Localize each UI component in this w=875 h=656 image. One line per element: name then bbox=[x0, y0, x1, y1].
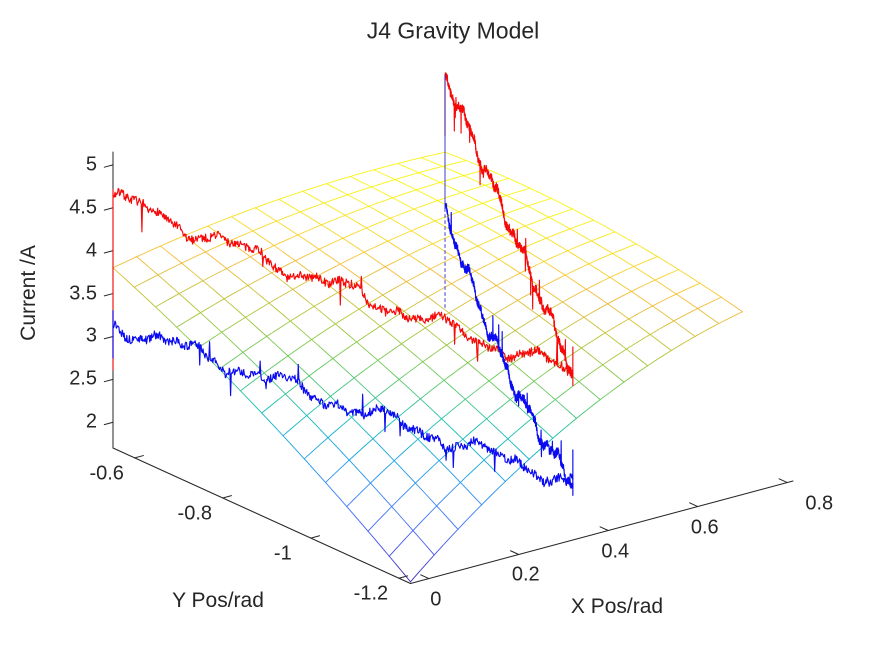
y-tick-label: -1 bbox=[273, 542, 292, 565]
y-axis-label: Y Pos/rad bbox=[172, 589, 264, 612]
z-tick-label: 3 bbox=[85, 324, 97, 347]
x-tick-label: 0.6 bbox=[690, 516, 719, 539]
z-axis-label: Current /A bbox=[17, 245, 40, 341]
y-tick-label: -0.6 bbox=[89, 462, 124, 485]
x-axis-label: X Pos/rad bbox=[570, 595, 664, 618]
chart-title: J4 Gravity Model bbox=[366, 17, 540, 44]
z-tick-label: 2.5 bbox=[69, 367, 97, 390]
x-tick-label: 0.8 bbox=[805, 492, 834, 515]
x-tick-label: 0 bbox=[430, 588, 442, 611]
z-tick-label: 5 bbox=[85, 153, 97, 176]
z-tick-label: 4.5 bbox=[69, 196, 97, 219]
z-tick-label: 3.5 bbox=[69, 282, 97, 305]
z-tick-label: 2 bbox=[85, 410, 97, 433]
x-tick-label: 0.2 bbox=[511, 563, 540, 586]
y-tick-label: -1.2 bbox=[353, 582, 389, 605]
y-tick-label: -0.8 bbox=[177, 502, 212, 525]
z-tick-label: 4 bbox=[85, 239, 97, 262]
x-tick-label: 0.4 bbox=[601, 540, 630, 562]
